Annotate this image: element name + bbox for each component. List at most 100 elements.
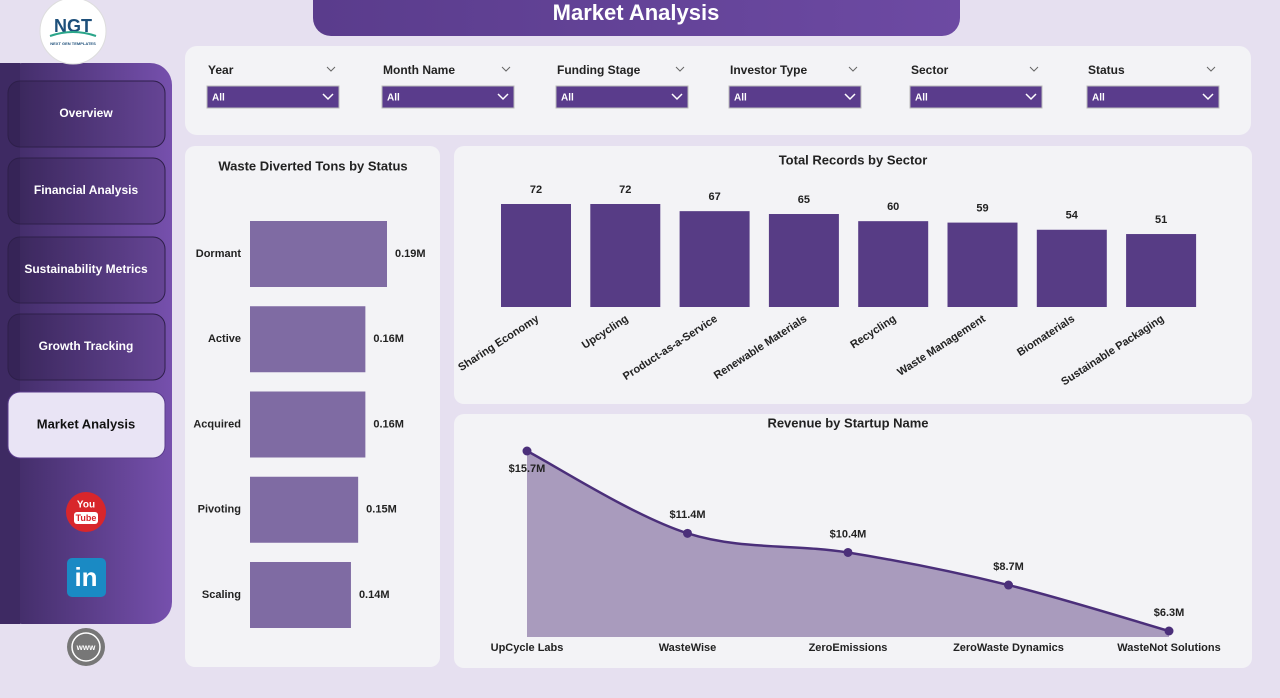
nav-button-bg <box>7 313 166 381</box>
filter-label: Status <box>1088 63 1125 77</box>
data-label: 0.16M <box>373 333 404 345</box>
youtube-box <box>74 512 98 524</box>
nav: Overview Financial Analysis Sustainability… <box>7 80 166 459</box>
filter[interactable]: Year All <box>206 63 340 109</box>
dropdown <box>728 85 862 109</box>
filter-label: Year <box>208 63 234 77</box>
bar <box>250 562 351 628</box>
dropdown-value: All <box>1092 93 1105 104</box>
youtube-text: Tube <box>76 513 97 523</box>
x-tick-label: WasteNot Solutions <box>1117 642 1220 654</box>
filter[interactable]: Funding Stage All <box>555 63 689 109</box>
sidebar-edge <box>0 63 20 624</box>
nav-button[interactable]: Growth Tracking <box>7 313 166 381</box>
dropdown-value: All <box>915 93 928 104</box>
nav-button[interactable]: Sustainability Metrics <box>7 236 166 304</box>
data-label: $8.7M <box>993 561 1024 573</box>
dropdown <box>1086 85 1220 109</box>
linkedin-box <box>67 558 106 597</box>
data-label: 0.15M <box>366 504 397 516</box>
data-label: 72 <box>530 184 542 196</box>
bar <box>679 211 750 307</box>
nav-label: Market Analysis <box>37 416 136 431</box>
bar <box>1126 234 1197 307</box>
point <box>843 547 853 557</box>
web-icon[interactable]: www <box>67 628 105 666</box>
header-bar <box>313 0 960 36</box>
chevron <box>844 93 856 101</box>
nav-button[interactable]: Market Analysis <box>7 391 166 459</box>
dropdown <box>381 85 515 109</box>
nav-button-bg <box>7 236 166 304</box>
data-label: 54 <box>1066 210 1079 222</box>
dropdown-value: All <box>212 93 225 104</box>
data-label: 60 <box>887 201 899 213</box>
chevron <box>675 66 685 72</box>
x-tick-label: WasteWise <box>659 642 717 654</box>
filter[interactable]: Sector All <box>909 63 1043 109</box>
point <box>683 528 692 538</box>
bar <box>250 476 359 543</box>
bar <box>1036 229 1107 307</box>
web-text: www <box>76 643 96 652</box>
logo-subtext: NEXT GEN TEMPLATES <box>50 41 96 46</box>
nav-button-bg <box>7 391 166 459</box>
filter-label: Month Name <box>383 63 455 77</box>
chevron <box>497 93 509 101</box>
dropdown-value: All <box>734 93 747 104</box>
filter[interactable]: Month Name All <box>381 63 515 109</box>
data-label: $6.3M <box>1154 607 1185 619</box>
x-tick-label: UpCycle Labs <box>491 642 564 654</box>
dropdown-value: All <box>561 93 574 104</box>
youtube-text: You <box>77 500 95 511</box>
data-label: $11.4M <box>669 509 705 521</box>
dropdown <box>555 85 689 109</box>
chart-title: Waste Diverted Tons by Status <box>218 158 407 173</box>
data-label: 0.16M <box>373 418 404 430</box>
nav-button[interactable]: Financial Analysis <box>7 157 166 225</box>
bar <box>250 306 366 373</box>
nav-label: Sustainability Metrics <box>24 262 148 276</box>
category-label: Active <box>208 333 241 345</box>
filter-label: Investor Type <box>730 63 807 77</box>
x-tick-label: ZeroWaste Dynamics <box>953 642 1064 654</box>
dropdown-value: All <box>387 93 400 104</box>
data-label: $15.7M <box>509 463 546 475</box>
chevron <box>1029 66 1039 72</box>
filter-label: Sector <box>911 63 949 77</box>
filter[interactable]: Status All <box>1086 63 1220 109</box>
filter[interactable]: Investor Type All <box>728 63 862 109</box>
youtube-icon[interactable]: You Tube <box>66 492 106 532</box>
chevron <box>322 93 334 101</box>
bar <box>768 214 839 307</box>
nav-label: Financial Analysis <box>34 183 139 197</box>
point <box>1004 580 1013 590</box>
data-label: $10.4M <box>830 528 867 540</box>
area <box>527 451 1169 637</box>
dropdown <box>206 85 340 109</box>
linkedin-icon[interactable]: in <box>67 558 106 597</box>
chevron <box>501 66 511 72</box>
web-globe <box>71 632 101 662</box>
chart-title: Total Records by Sector <box>779 152 928 167</box>
linkedin-text: in <box>74 562 97 592</box>
nav-label: Growth Tracking <box>39 339 134 353</box>
logo-text: NGT <box>54 16 92 36</box>
nav-button[interactable]: Overview <box>7 80 166 148</box>
chevron <box>1202 93 1214 101</box>
chart-title: Revenue by Startup Name <box>767 415 928 430</box>
chevron <box>671 93 683 101</box>
chevron <box>848 66 858 72</box>
category-label: Pivoting <box>198 504 241 516</box>
point <box>522 446 532 456</box>
x-tick-label: ZeroEmissions <box>809 642 888 654</box>
bar <box>590 204 661 307</box>
data-label: 65 <box>798 194 810 206</box>
filter-panel <box>185 46 1251 135</box>
page-title: Market Analysis <box>553 0 720 25</box>
nav-button-bg <box>7 80 166 148</box>
data-label: 59 <box>976 203 988 215</box>
data-label: 67 <box>708 191 720 203</box>
